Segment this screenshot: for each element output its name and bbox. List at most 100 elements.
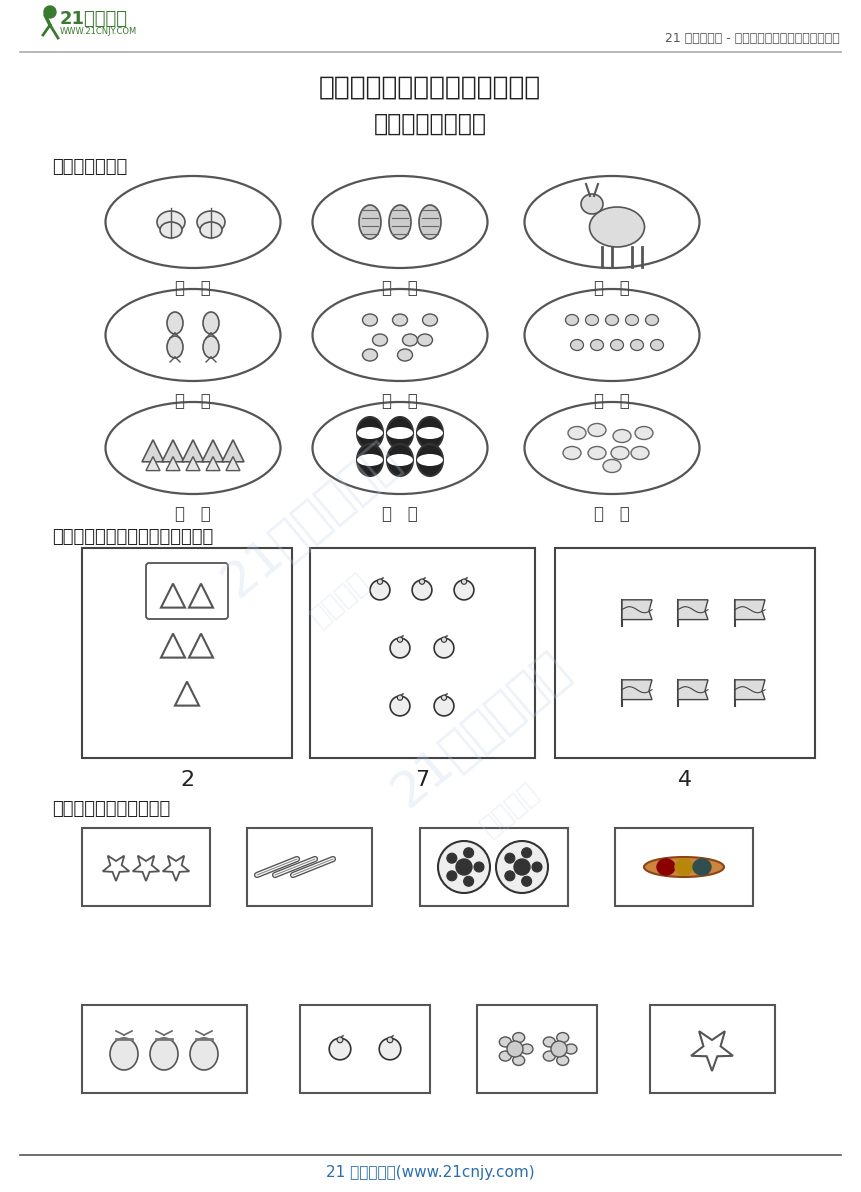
Polygon shape (226, 457, 240, 471)
Ellipse shape (524, 176, 699, 268)
Ellipse shape (357, 454, 383, 466)
Ellipse shape (389, 205, 411, 240)
Bar (615, 828, 753, 906)
Circle shape (390, 638, 410, 658)
Circle shape (338, 1037, 343, 1043)
Ellipse shape (603, 459, 621, 472)
Ellipse shape (402, 334, 418, 346)
Circle shape (379, 1038, 401, 1060)
Ellipse shape (512, 1055, 524, 1066)
Polygon shape (735, 679, 765, 700)
Ellipse shape (417, 443, 443, 476)
Circle shape (507, 1041, 523, 1057)
Polygon shape (142, 440, 164, 461)
Text: 4: 4 (678, 770, 692, 790)
Ellipse shape (190, 1038, 218, 1070)
Polygon shape (175, 682, 199, 706)
Ellipse shape (357, 443, 383, 476)
Ellipse shape (657, 859, 675, 875)
Circle shape (461, 579, 467, 584)
Text: 人教版一年级数学上册第一单元: 人教版一年级数学上册第一单元 (319, 75, 541, 101)
FancyBboxPatch shape (146, 563, 228, 619)
Ellipse shape (630, 340, 643, 350)
Ellipse shape (313, 176, 487, 268)
Text: 2: 2 (180, 770, 194, 790)
Ellipse shape (557, 1032, 569, 1043)
Bar (420, 828, 568, 906)
Polygon shape (678, 679, 708, 700)
Circle shape (505, 853, 515, 863)
Ellipse shape (613, 429, 631, 442)
Ellipse shape (571, 340, 584, 350)
Text: 三、把同样多的连起来。: 三、把同样多的连起来。 (52, 800, 170, 818)
Polygon shape (182, 440, 204, 461)
Text: （   ）: （ ） (382, 279, 418, 297)
Circle shape (419, 579, 424, 584)
Text: 21世纪教育网: 21世纪教育网 (383, 642, 577, 817)
Ellipse shape (160, 222, 182, 238)
Ellipse shape (313, 288, 487, 381)
Bar (82, 828, 210, 906)
Ellipse shape (499, 1037, 511, 1047)
Circle shape (456, 859, 472, 875)
Circle shape (454, 581, 474, 600)
Circle shape (390, 696, 410, 716)
Bar (82, 1005, 247, 1093)
Ellipse shape (417, 454, 443, 466)
Polygon shape (189, 584, 213, 608)
Circle shape (438, 842, 490, 893)
Ellipse shape (106, 402, 281, 493)
Text: 21 世纪教育网 - 中小学教育资源及组卷应用平台: 21 世纪教育网 - 中小学教育资源及组卷应用平台 (666, 32, 840, 45)
Circle shape (377, 579, 382, 584)
Ellipse shape (675, 859, 693, 875)
Circle shape (434, 696, 454, 716)
Polygon shape (162, 440, 184, 461)
Text: 二、照样子圈一圈（看数圈图）。: 二、照样子圈一圈（看数圈图）。 (52, 528, 214, 546)
Ellipse shape (357, 427, 383, 439)
Circle shape (442, 637, 447, 642)
Polygon shape (161, 634, 185, 658)
Polygon shape (163, 856, 189, 881)
Ellipse shape (387, 427, 413, 439)
Ellipse shape (197, 211, 225, 232)
Ellipse shape (203, 336, 219, 358)
Polygon shape (186, 457, 200, 471)
Polygon shape (133, 856, 159, 881)
Ellipse shape (524, 288, 699, 381)
Circle shape (463, 848, 474, 858)
Ellipse shape (543, 1051, 555, 1061)
Ellipse shape (200, 222, 222, 238)
Bar (82, 548, 292, 758)
Text: （   ）: （ ） (594, 279, 630, 297)
Polygon shape (691, 1031, 733, 1070)
Polygon shape (206, 457, 220, 471)
Polygon shape (189, 634, 213, 658)
Ellipse shape (373, 334, 387, 346)
Ellipse shape (393, 313, 407, 325)
Ellipse shape (417, 427, 443, 439)
Circle shape (551, 1041, 567, 1057)
Circle shape (329, 1038, 350, 1060)
Text: 21 世纪教育网(www.21cnjy.com): 21 世纪教育网(www.21cnjy.com) (325, 1165, 535, 1180)
Ellipse shape (521, 1044, 533, 1054)
Ellipse shape (423, 313, 437, 325)
Ellipse shape (581, 194, 603, 215)
Ellipse shape (512, 1032, 524, 1043)
Polygon shape (678, 600, 708, 620)
Ellipse shape (398, 349, 412, 361)
Text: 7: 7 (415, 770, 429, 790)
Polygon shape (222, 440, 244, 461)
Ellipse shape (631, 447, 649, 459)
Text: 一、看图写数。: 一、看图写数。 (52, 159, 127, 176)
Ellipse shape (605, 315, 618, 325)
Ellipse shape (644, 857, 724, 877)
Polygon shape (166, 457, 180, 471)
Ellipse shape (362, 349, 377, 361)
Text: （   ）: （ ） (175, 505, 211, 523)
Ellipse shape (611, 447, 629, 459)
Ellipse shape (566, 315, 579, 325)
Ellipse shape (106, 176, 281, 268)
Text: （   ）: （ ） (594, 505, 630, 523)
Ellipse shape (167, 312, 183, 334)
Ellipse shape (387, 443, 413, 476)
